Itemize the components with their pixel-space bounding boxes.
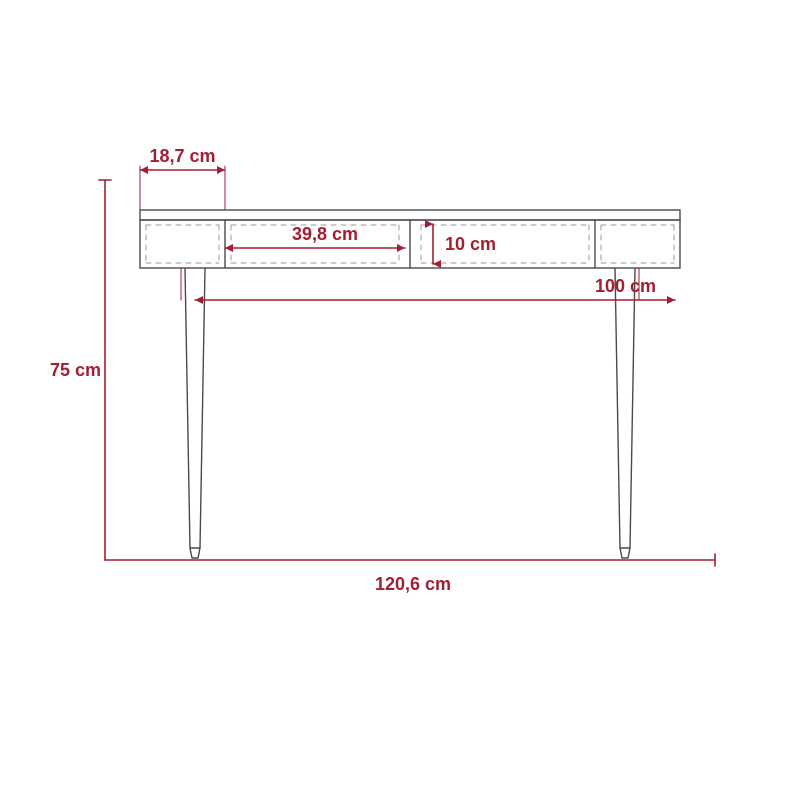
label-drawer-height: 10 cm xyxy=(445,234,496,254)
label-leg-span: 100 cm xyxy=(595,276,656,296)
label-total-height: 75 cm xyxy=(50,360,101,380)
label-end-cap: 18,7 cm xyxy=(149,146,215,166)
label-total-width: 120,6 cm xyxy=(375,574,451,594)
label-drawer-width: 39,8 cm xyxy=(292,224,358,244)
dimension-drawing: 75 cm 120,6 cm 18,7 cm 39,8 cm 10 cm 100 cm xyxy=(0,0,800,800)
